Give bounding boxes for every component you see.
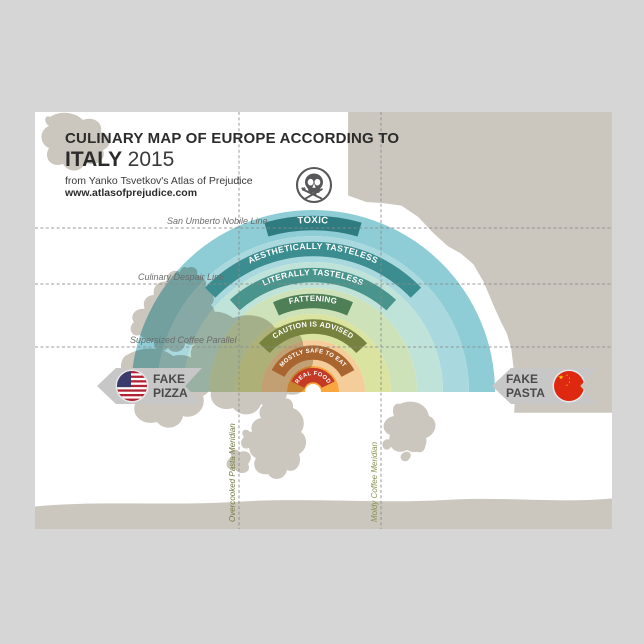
svg-text:Moldy Coffee Meridian: Moldy Coffee Meridian — [370, 441, 379, 522]
svg-text:Culinary Despair Line: Culinary Despair Line — [138, 272, 224, 282]
svg-text:Supersized Coffee Parallel: Supersized Coffee Parallel — [130, 335, 238, 345]
svg-text:TOXIC: TOXIC — [297, 215, 329, 227]
svg-text:Overcooked Pasta Meridian: Overcooked Pasta Meridian — [228, 423, 237, 522]
svg-text:San Umberto Nobile Line: San Umberto Nobile Line — [167, 216, 268, 226]
